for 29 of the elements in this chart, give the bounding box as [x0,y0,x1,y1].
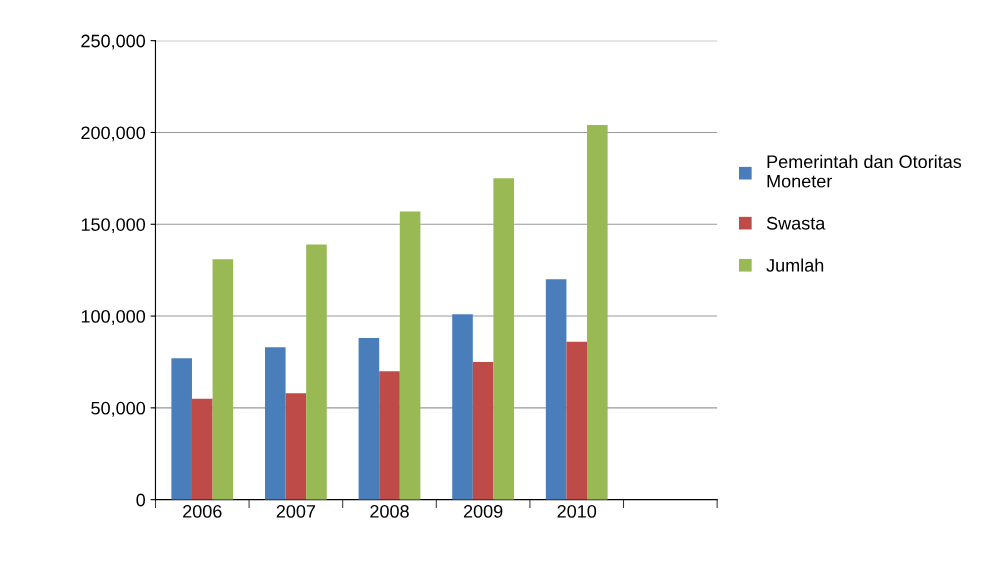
bar [399,211,421,500]
y-tick-label: 150,000 [81,218,146,234]
bar [358,338,380,500]
bar [264,347,286,500]
bar [493,178,514,500]
bar [452,314,473,500]
x-tick-label: 2008 [370,505,409,518]
y-tick-label: 200,000 [81,126,146,142]
x-tick-label: 2010 [557,505,597,518]
legend-label: Swasta [766,216,826,230]
y-tick-label: 0 [136,493,146,507]
bar [171,358,192,500]
bar [587,125,608,500]
bar [306,244,327,500]
y-tick-label: 250,000 [81,34,146,50]
bar [545,279,567,500]
x-tick-label: 2009 [463,505,503,518]
bar [285,393,307,500]
x-tick-label: 2006 [183,505,222,518]
bar [379,371,400,500]
legend-label: Jumlah [766,258,824,272]
bar [191,398,213,500]
bar [472,361,494,500]
bar [566,341,588,500]
bar [212,259,234,500]
x-tick-label: 2007 [276,505,316,518]
y-tick-label: 50,000 [91,401,146,417]
y-tick-label: 100,000 [81,310,146,325]
legend-label: Pemerintah dan Otoritas Moneter [767,154,962,188]
